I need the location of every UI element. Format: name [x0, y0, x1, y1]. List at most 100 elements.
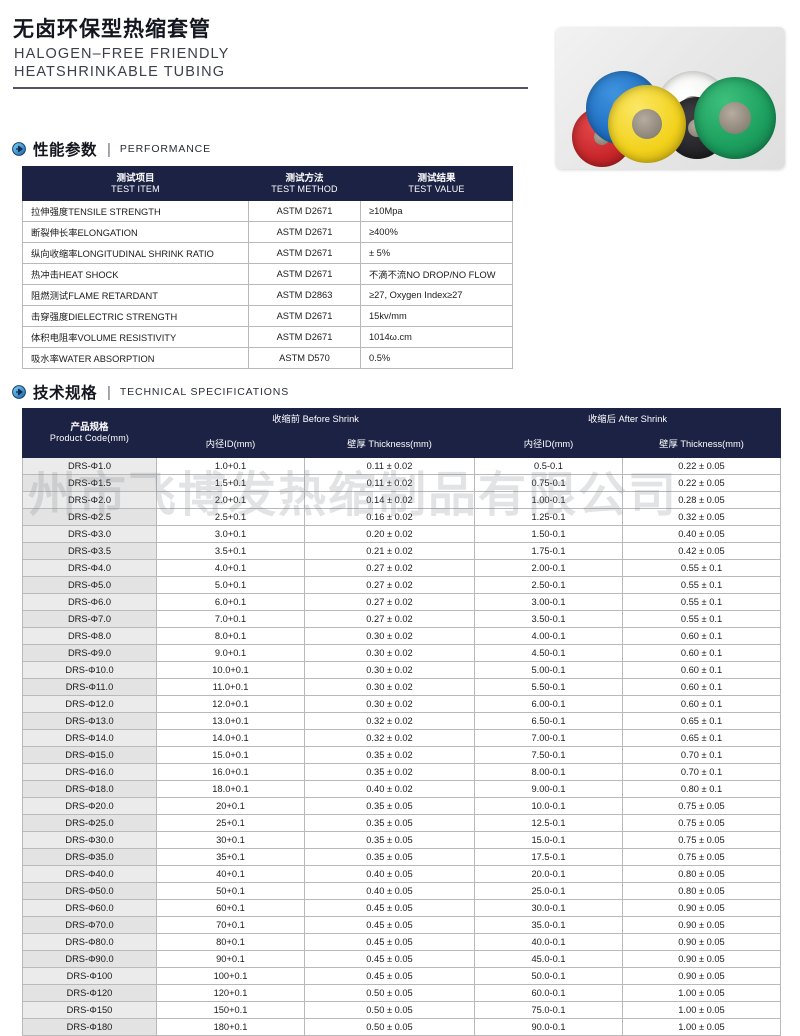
cell-thickness-after: 0.75 ± 0.05 — [621, 847, 782, 866]
cell-id-before: 2.0+0.1 — [156, 490, 305, 509]
table-header-group-row: 产品规格 Product Code(mm) 收缩前 Before Shrink … — [22, 408, 800, 458]
table-header-sub-row: 内径ID(mm) 壁厚 Thickness(mm) 内径ID(mm) 壁厚 Th… — [23, 430, 782, 458]
cell-id-after: 10.0-0.1 — [474, 796, 623, 815]
table-row: DRS-Φ1.0 1.0+0.1 0.11 ± 0.02 0.5-0.1 0.22 ± … — [22, 456, 782, 475]
tubing-roll-green — [694, 77, 776, 159]
cell-id-before: 150+0.1 — [156, 1000, 305, 1019]
cell-thickness-before: 0.35 ± 0.05 — [304, 813, 475, 832]
cell-id-after: 5.00-0.1 — [474, 660, 623, 679]
cell-id-after: 1.50-0.1 — [474, 524, 623, 543]
cell-thickness-after: 0.90 ± 0.05 — [621, 915, 782, 934]
cell-thickness-before: 0.35 ± 0.02 — [304, 762, 475, 781]
table-row: DRS-Φ16.0 16.0+0.1 0.35 ± 0.02 8.00-0.1 0.70… — [22, 762, 782, 781]
cell-id-before: 90+0.1 — [156, 949, 305, 968]
cell-product-code: DRS-Φ14.0 — [22, 728, 157, 747]
cell-thickness-before: 0.11 ± 0.02 — [304, 456, 475, 475]
page-title-en-line2: HEATSHRINKABLE TUBING — [14, 64, 226, 80]
cell-test-item: 纵向收缩率LONGITUDINAL SHRINK RATIO — [22, 242, 249, 264]
cell-id-before: 16.0+0.1 — [156, 762, 305, 781]
table-row: 纵向收缩率LONGITUDINAL SHRINK RATIO ASTM D2671… — [22, 242, 513, 264]
cell-product-code: DRS-Φ5.0 — [22, 575, 157, 594]
cell-id-before: 100+0.1 — [156, 966, 305, 985]
cell-product-code: DRS-Φ3.5 — [22, 541, 157, 560]
cell-thickness-before: 0.35 ± 0.05 — [304, 830, 475, 849]
cell-thickness-after: 0.60 ± 0.1 — [621, 694, 782, 713]
cell-id-before: 20+0.1 — [156, 796, 305, 815]
col-header-group-after-shrink: 收缩后 After Shrink — [473, 408, 782, 432]
section-heading-divider: | — [107, 140, 111, 158]
section-heading-performance: 性能参数 | PERFORMANCE — [12, 138, 211, 160]
cell-id-before: 60+0.1 — [156, 898, 305, 917]
cell-test-value: ≥10Mpa — [360, 200, 513, 222]
cell-thickness-before: 0.30 ± 0.02 — [304, 626, 475, 645]
cell-id-before: 10.0+0.1 — [156, 660, 305, 679]
cell-product-code: DRS-Φ7.0 — [22, 609, 157, 628]
page-title-cn: 无卤环保型热缩套管 — [13, 17, 211, 41]
table-row: DRS-Φ150 150+0.1 0.50 ± 0.05 75.0-0.1 1.00 ±… — [22, 1000, 782, 1019]
cell-id-after: 1.00-0.1 — [474, 490, 623, 509]
cell-id-before: 5.0+0.1 — [156, 575, 305, 594]
cell-id-after: 12.5-0.1 — [474, 813, 623, 832]
cell-id-after: 1.25-0.1 — [474, 507, 623, 526]
cell-test-method: ASTM D2671 — [248, 326, 361, 348]
table-row: 击穿强度DIELECTRIC STRENGTH ASTM D2671 15kv/mm — [22, 305, 513, 327]
cell-id-after: 30.0-0.1 — [474, 898, 623, 917]
cell-test-method: ASTM D2671 — [248, 200, 361, 222]
cell-id-after: 3.00-0.1 — [474, 592, 623, 611]
section-heading-cn: 性能参数 — [33, 141, 98, 159]
cell-thickness-before: 0.45 ± 0.05 — [304, 949, 475, 968]
cell-thickness-before: 0.45 ± 0.05 — [304, 898, 475, 917]
section-heading-cn: 技术规格 — [33, 384, 98, 402]
table-row: DRS-Φ30.0 30+0.1 0.35 ± 0.05 15.0-0.1 0.75 ±… — [22, 830, 782, 849]
cell-thickness-after: 0.28 ± 0.05 — [621, 490, 782, 509]
cell-thickness-before: 0.50 ± 0.05 — [304, 1017, 475, 1036]
cell-thickness-after: 0.70 ± 0.1 — [621, 762, 782, 781]
cell-thickness-before: 0.30 ± 0.02 — [304, 660, 475, 679]
cell-test-item: 断裂伸长率ELONGATION — [22, 221, 249, 243]
cell-id-before: 15.0+0.1 — [156, 745, 305, 764]
col-header-thickness-after: 壁厚 Thickness(mm) — [621, 430, 782, 458]
cell-id-after: 9.00-0.1 — [474, 779, 623, 798]
cell-id-before: 50+0.1 — [156, 881, 305, 900]
cell-id-before: 18.0+0.1 — [156, 779, 305, 798]
cell-id-after: 4.00-0.1 — [474, 626, 623, 645]
cell-product-code: DRS-Φ8.0 — [22, 626, 157, 645]
cell-thickness-before: 0.35 ± 0.05 — [304, 796, 475, 815]
cell-id-before: 2.5+0.1 — [156, 507, 305, 526]
cell-product-code: DRS-Φ13.0 — [22, 711, 157, 730]
section-heading-en: TECHNICAL SPECIFICATIONS — [119, 386, 290, 398]
cell-id-before: 11.0+0.1 — [156, 677, 305, 696]
cell-thickness-before: 0.11 ± 0.02 — [304, 473, 475, 492]
cell-id-after: 5.50-0.1 — [474, 677, 623, 696]
cell-id-after: 4.50-0.1 — [474, 643, 623, 662]
cell-thickness-before: 0.32 ± 0.02 — [304, 728, 475, 747]
cell-product-code: DRS-Φ2.5 — [22, 507, 157, 526]
table-row: DRS-Φ3.5 3.5+0.1 0.21 ± 0.02 1.75-0.1 0.42 ±… — [22, 541, 782, 560]
cell-product-code: DRS-Φ100 — [22, 966, 157, 985]
cell-id-after: 25.0-0.1 — [474, 881, 623, 900]
cell-product-code: DRS-Φ25.0 — [22, 813, 157, 832]
table-row: DRS-Φ180 180+0.1 0.50 ± 0.05 90.0-0.1 1.00 ±… — [22, 1017, 782, 1036]
cell-id-before: 40+0.1 — [156, 864, 305, 883]
cell-id-after: 60.0-0.1 — [474, 983, 623, 1002]
table-row: 体积电阻率VOLUME RESISTIVITY ASTM D2671 1014ω.c… — [22, 326, 513, 348]
cell-product-code: DRS-Φ11.0 — [22, 677, 157, 696]
cell-test-value: ± 5% — [360, 242, 513, 264]
table-row: DRS-Φ13.0 13.0+0.1 0.32 ± 0.02 6.50-0.1 0.65… — [22, 711, 782, 730]
cell-id-before: 120+0.1 — [156, 983, 305, 1002]
cell-id-before: 1.0+0.1 — [156, 456, 305, 475]
product-photo — [556, 27, 785, 169]
table-row: DRS-Φ40.0 40+0.1 0.40 ± 0.05 20.0-0.1 0.80 ±… — [22, 864, 782, 883]
table-row: DRS-Φ80.0 80+0.1 0.45 ± 0.05 40.0-0.1 0.90 ±… — [22, 932, 782, 951]
cell-thickness-after: 0.55 ± 0.1 — [621, 575, 782, 594]
cell-id-before: 13.0+0.1 — [156, 711, 305, 730]
cell-thickness-after: 0.60 ± 0.1 — [621, 643, 782, 662]
table-row: DRS-Φ120 120+0.1 0.50 ± 0.05 60.0-0.1 1.00 ±… — [22, 983, 782, 1002]
cell-test-item: 热冲击HEAT SHOCK — [22, 263, 249, 285]
cell-thickness-after: 1.00 ± 0.05 — [621, 983, 782, 1002]
cell-product-code: DRS-Φ9.0 — [22, 643, 157, 662]
cell-thickness-after: 0.55 ± 0.1 — [621, 609, 782, 628]
cell-thickness-after: 1.00 ± 0.05 — [621, 1017, 782, 1036]
table-row: DRS-Φ35.0 35+0.1 0.35 ± 0.05 17.5-0.1 0.75 ±… — [22, 847, 782, 866]
cell-id-after: 3.50-0.1 — [474, 609, 623, 628]
